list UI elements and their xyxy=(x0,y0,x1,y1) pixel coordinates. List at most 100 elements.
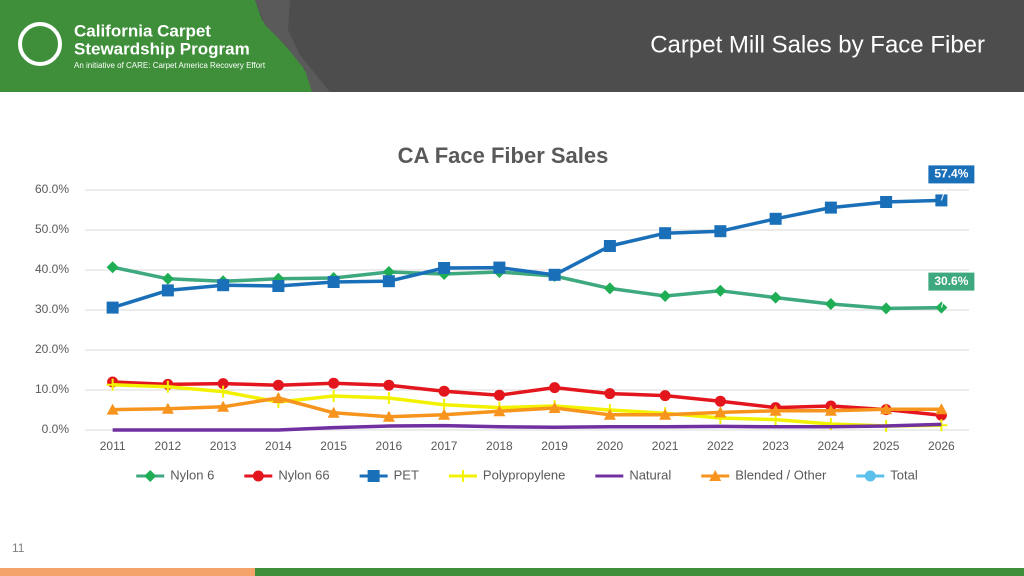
marker xyxy=(272,392,285,403)
marker xyxy=(252,470,264,482)
y-tick-label: 20.0% xyxy=(35,342,69,356)
legend: Nylon 6 Nylon 66 PET Polypropylene Natural Bl… xyxy=(136,467,918,482)
marker xyxy=(604,388,616,400)
marker xyxy=(106,403,119,415)
footer-strip xyxy=(0,568,255,576)
marker xyxy=(603,282,616,295)
marker xyxy=(106,301,119,314)
footer-strip xyxy=(255,568,1024,576)
x-tick-label: 2019 xyxy=(541,439,568,453)
x-tick-label: 2021 xyxy=(652,439,679,453)
california-shape xyxy=(255,0,330,92)
marker xyxy=(824,201,837,214)
x-tick-label: 2023 xyxy=(762,439,789,453)
marker xyxy=(714,225,727,238)
marker xyxy=(438,262,451,274)
marker xyxy=(709,470,722,481)
x-tick-label: 2025 xyxy=(873,439,900,453)
marker xyxy=(106,378,119,391)
y-tick-label: 40.0% xyxy=(35,262,69,276)
y-tick-label: 50.0% xyxy=(35,222,69,236)
marker xyxy=(438,385,450,397)
marker xyxy=(935,403,948,415)
y-tick-label: 10.0% xyxy=(35,382,69,396)
marker xyxy=(382,392,395,404)
marker xyxy=(217,400,230,412)
logo-title: California Carpet xyxy=(74,21,211,40)
marker xyxy=(272,379,284,391)
marker xyxy=(603,408,616,420)
marker xyxy=(714,284,727,297)
legend-label: Blended / Other xyxy=(735,467,827,482)
marker xyxy=(880,403,893,415)
marker xyxy=(549,382,561,394)
marker xyxy=(382,275,395,288)
y-tick-label: 30.0% xyxy=(35,302,69,316)
series-line xyxy=(112,383,942,428)
marker xyxy=(548,268,561,281)
series-line xyxy=(112,265,942,311)
logo-area xyxy=(0,0,312,92)
marker xyxy=(327,406,340,418)
series-line xyxy=(112,380,942,417)
marker xyxy=(383,379,395,391)
series-line xyxy=(112,396,942,419)
logo-title: Stewardship Program xyxy=(74,39,250,58)
slide-title: Carpet Mill Sales by Face Fiber xyxy=(650,31,985,58)
marker xyxy=(382,266,395,278)
marker xyxy=(880,302,893,315)
marker xyxy=(161,380,174,393)
marker xyxy=(456,470,469,482)
legend-label: Polypropylene xyxy=(483,467,565,482)
logo-icon xyxy=(18,22,62,66)
marker xyxy=(493,261,506,274)
marker xyxy=(714,395,726,407)
marker xyxy=(327,390,340,402)
x-tick-label: 2015 xyxy=(320,439,347,453)
marker xyxy=(493,389,505,401)
y-tick-label: 0.0% xyxy=(42,422,70,436)
marker xyxy=(217,385,230,398)
marker xyxy=(328,377,340,389)
marker xyxy=(864,470,876,482)
legend-label: Natural xyxy=(629,467,671,482)
legend-label: Nylon 66 xyxy=(278,467,329,482)
marker xyxy=(659,408,672,420)
data-label-box xyxy=(928,272,975,291)
x-tick-label: 2016 xyxy=(376,439,403,453)
marker xyxy=(217,378,229,390)
marker xyxy=(217,279,230,292)
x-tick-label: 2020 xyxy=(597,439,624,453)
marker xyxy=(824,298,837,310)
marker xyxy=(106,261,119,274)
legend-label: Nylon 6 xyxy=(170,467,214,482)
marker xyxy=(161,402,174,414)
x-tick-label: 2022 xyxy=(707,439,734,453)
marker xyxy=(659,227,672,240)
data-label: 57.4% xyxy=(934,167,968,181)
legend-label: Total xyxy=(890,467,918,482)
x-tick-label: 2013 xyxy=(210,439,237,453)
series-line xyxy=(112,198,942,310)
legend-label: PET xyxy=(394,467,419,482)
chart-title: CA Face Fiber Sales xyxy=(398,143,609,168)
data-label: 30.6% xyxy=(934,274,968,288)
marker xyxy=(272,280,285,292)
marker xyxy=(659,390,671,402)
logo-subtitle: An initiative of CARE: Carpet America Re… xyxy=(74,61,266,70)
x-tick-label: 2017 xyxy=(431,439,458,453)
leader-line xyxy=(940,290,948,308)
marker xyxy=(824,404,837,416)
x-tick-label: 2014 xyxy=(265,439,292,453)
marker xyxy=(769,404,782,416)
marker xyxy=(769,291,782,304)
x-tick-label: 2012 xyxy=(155,439,182,453)
x-tick-label: 2018 xyxy=(486,439,513,453)
page-number: 11 xyxy=(12,541,25,555)
marker xyxy=(548,402,561,413)
marker xyxy=(659,290,672,302)
x-tick-label: 2026 xyxy=(928,439,955,453)
series-line xyxy=(112,422,942,432)
marker xyxy=(161,284,174,297)
